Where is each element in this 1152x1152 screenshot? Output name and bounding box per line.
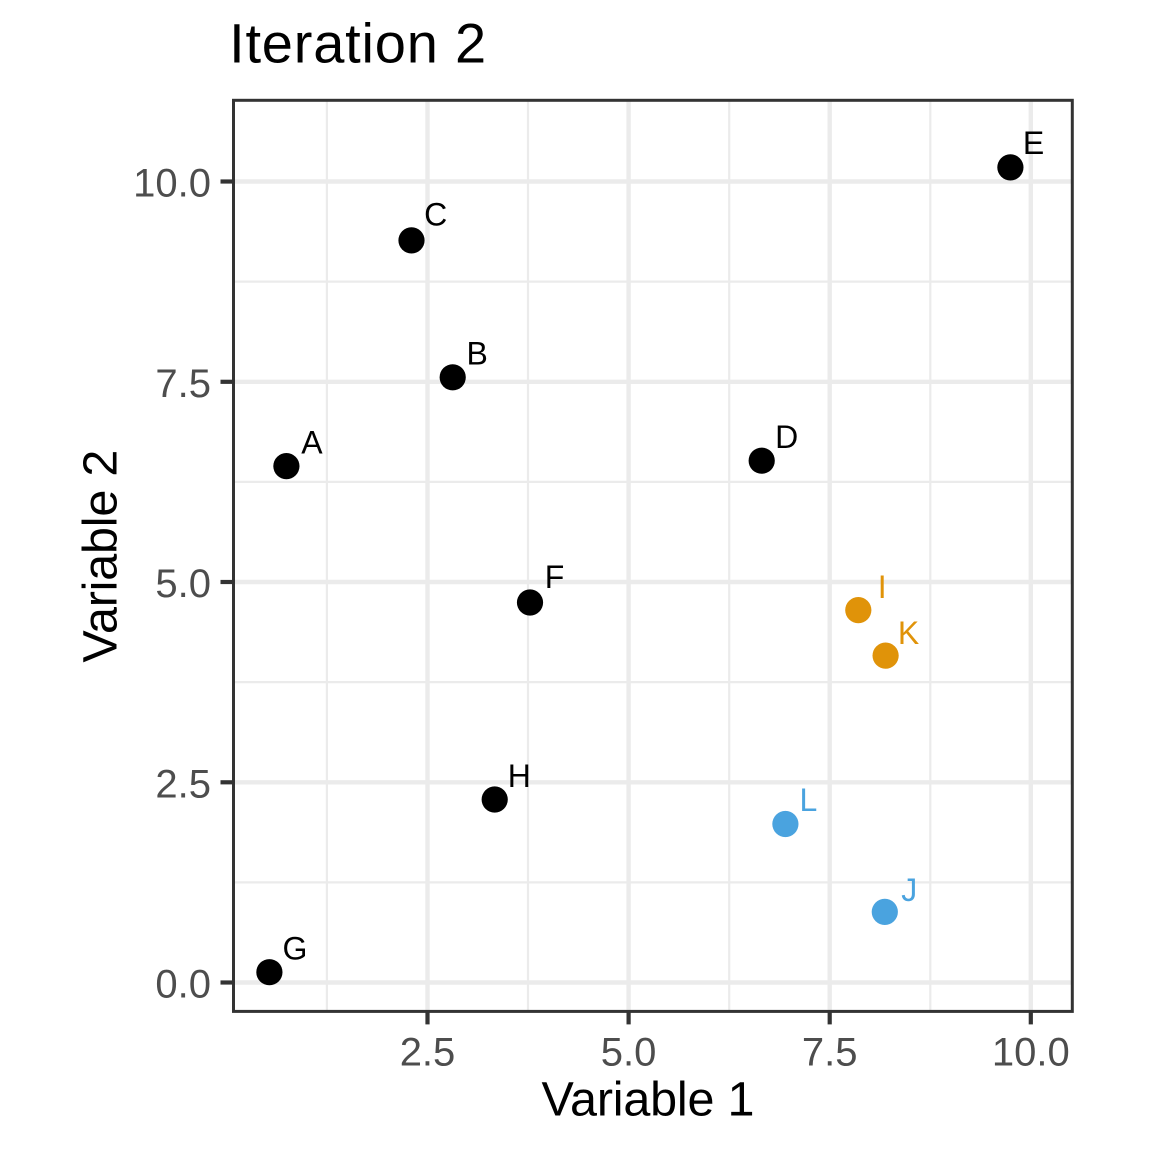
svg-text:5.0: 5.0 bbox=[155, 562, 211, 606]
svg-text:C: C bbox=[424, 197, 447, 233]
svg-text:2.5: 2.5 bbox=[400, 1030, 456, 1074]
svg-text:G: G bbox=[283, 930, 308, 966]
svg-text:5.0: 5.0 bbox=[601, 1030, 657, 1074]
svg-text:K: K bbox=[898, 615, 919, 651]
svg-text:7.5: 7.5 bbox=[155, 362, 211, 406]
svg-text:2.5: 2.5 bbox=[155, 762, 211, 806]
svg-text:L: L bbox=[800, 782, 818, 818]
svg-text:10.0: 10.0 bbox=[133, 162, 211, 206]
svg-text:D: D bbox=[775, 419, 798, 455]
svg-text:J: J bbox=[901, 872, 917, 908]
svg-text:10.0: 10.0 bbox=[992, 1030, 1070, 1074]
svg-text:H: H bbox=[508, 758, 531, 794]
svg-text:I: I bbox=[878, 569, 887, 605]
svg-text:E: E bbox=[1023, 125, 1044, 161]
svg-text:A: A bbox=[301, 425, 323, 461]
svg-text:Variable 2: Variable 2 bbox=[74, 450, 128, 663]
svg-text:7.5: 7.5 bbox=[802, 1030, 858, 1074]
svg-text:B: B bbox=[467, 336, 488, 372]
svg-text:Iteration 2: Iteration 2 bbox=[229, 12, 487, 75]
svg-text:Variable 1: Variable 1 bbox=[542, 1073, 755, 1127]
svg-text:0.0: 0.0 bbox=[155, 963, 211, 1007]
svg-text:F: F bbox=[545, 559, 565, 595]
